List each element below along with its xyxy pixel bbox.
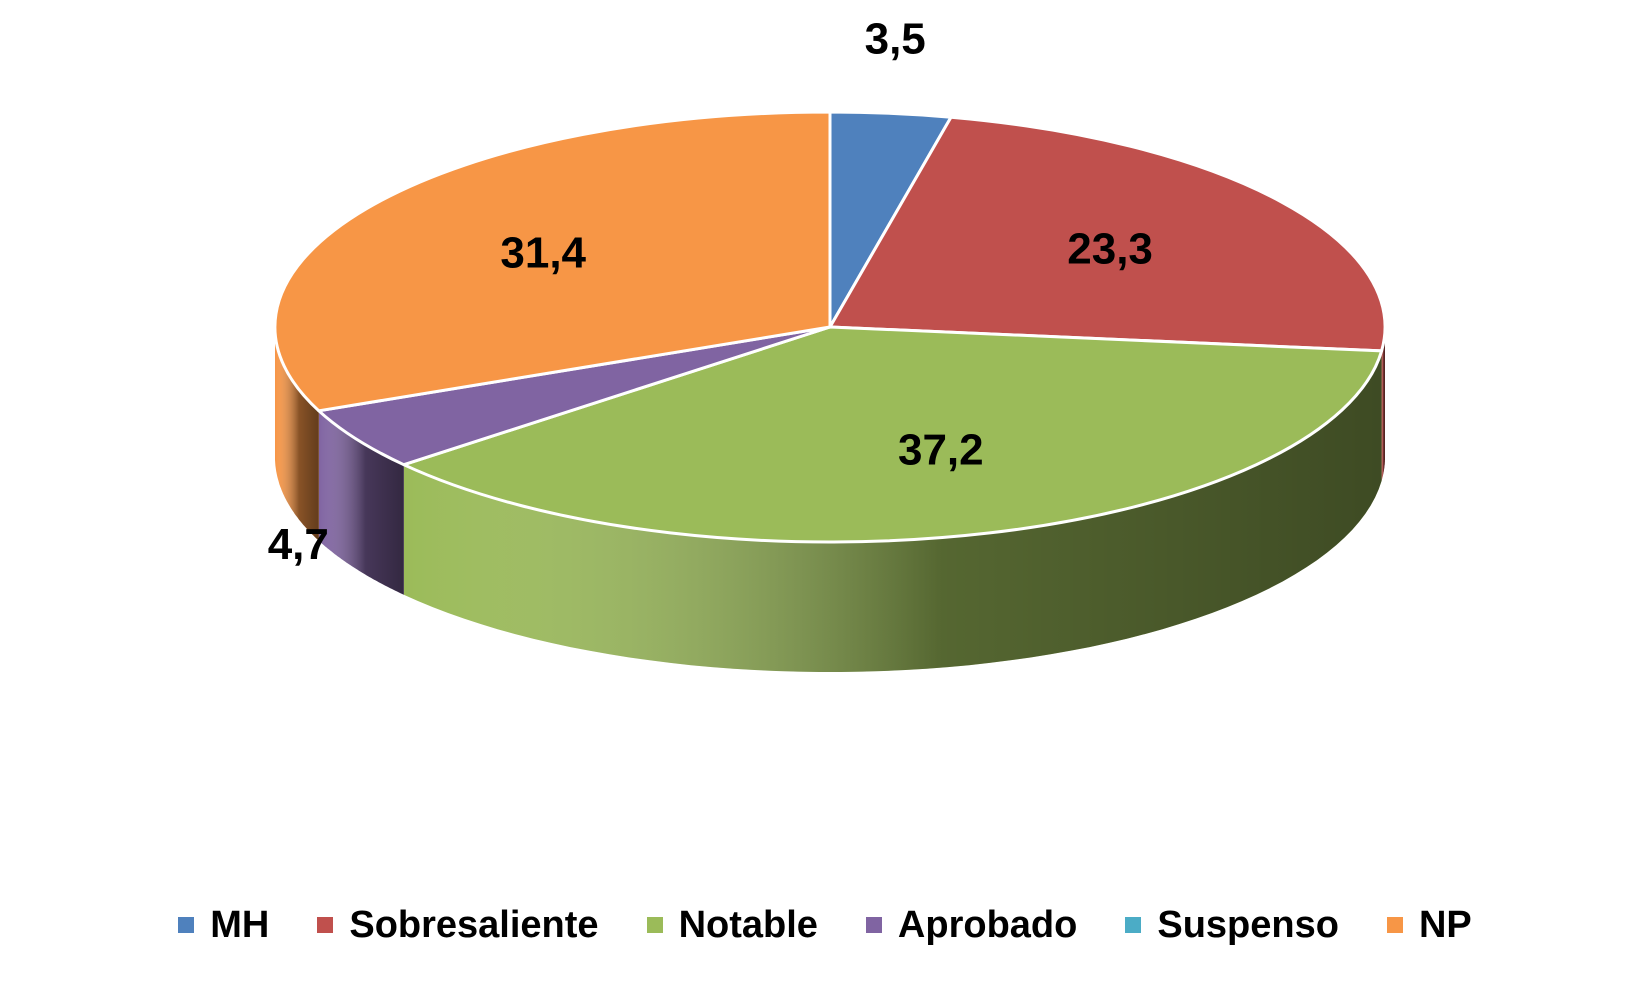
legend-swatch-np xyxy=(1386,917,1403,933)
legend-item-suspenso: Suspenso xyxy=(1125,904,1339,947)
pie-slice-side-shade-np xyxy=(275,327,319,541)
pie-slice-sobresaliente xyxy=(828,115,1387,353)
legend-item-notable: Notable xyxy=(646,903,818,947)
legend-item-mh: MH xyxy=(178,904,269,947)
legend-label-aprobado: Aprobado xyxy=(897,903,1078,946)
legend-swatch-mh xyxy=(178,917,195,933)
legend-swatch-notable xyxy=(646,917,663,933)
legend-swatch-sobresaliente xyxy=(317,917,334,933)
legend-swatch-aprobado xyxy=(865,917,882,933)
data-label-notable: 37,2 xyxy=(898,426,984,475)
legend-item-np: NP xyxy=(1386,903,1472,947)
pie-slice-np xyxy=(273,110,832,413)
legend-label-suspenso: Suspenso xyxy=(1157,903,1339,946)
legend-item-aprobado: Aprobado xyxy=(865,903,1078,947)
data-label-np: 31,4 xyxy=(500,228,586,277)
chart-legend: MH Sobresaliente Notable Aprobado Suspenso NP xyxy=(0,895,1650,955)
data-label-sobresaliente: 23,3 xyxy=(1067,225,1153,274)
legend-item-sobresaliente: Sobresaliente xyxy=(317,903,599,947)
data-label-aprobado: 4,7 xyxy=(268,520,329,569)
legend-label-notable: Notable xyxy=(678,903,818,946)
legend-label-mh: MH xyxy=(210,903,270,946)
pie-slice-side-shade-notable xyxy=(403,350,1382,672)
pie-slice-side-shade-aprobado xyxy=(318,410,404,595)
pie-slice-notable xyxy=(402,325,1384,544)
data-label-mh: 3,5 xyxy=(865,14,926,63)
legend-label-np: NP xyxy=(1418,903,1472,946)
legend-swatch-suspenso xyxy=(1125,917,1142,933)
legend-label-sobresaliente: Sobresaliente xyxy=(349,903,599,946)
pie-slice-side-shade-sobresaliente xyxy=(1381,327,1385,481)
